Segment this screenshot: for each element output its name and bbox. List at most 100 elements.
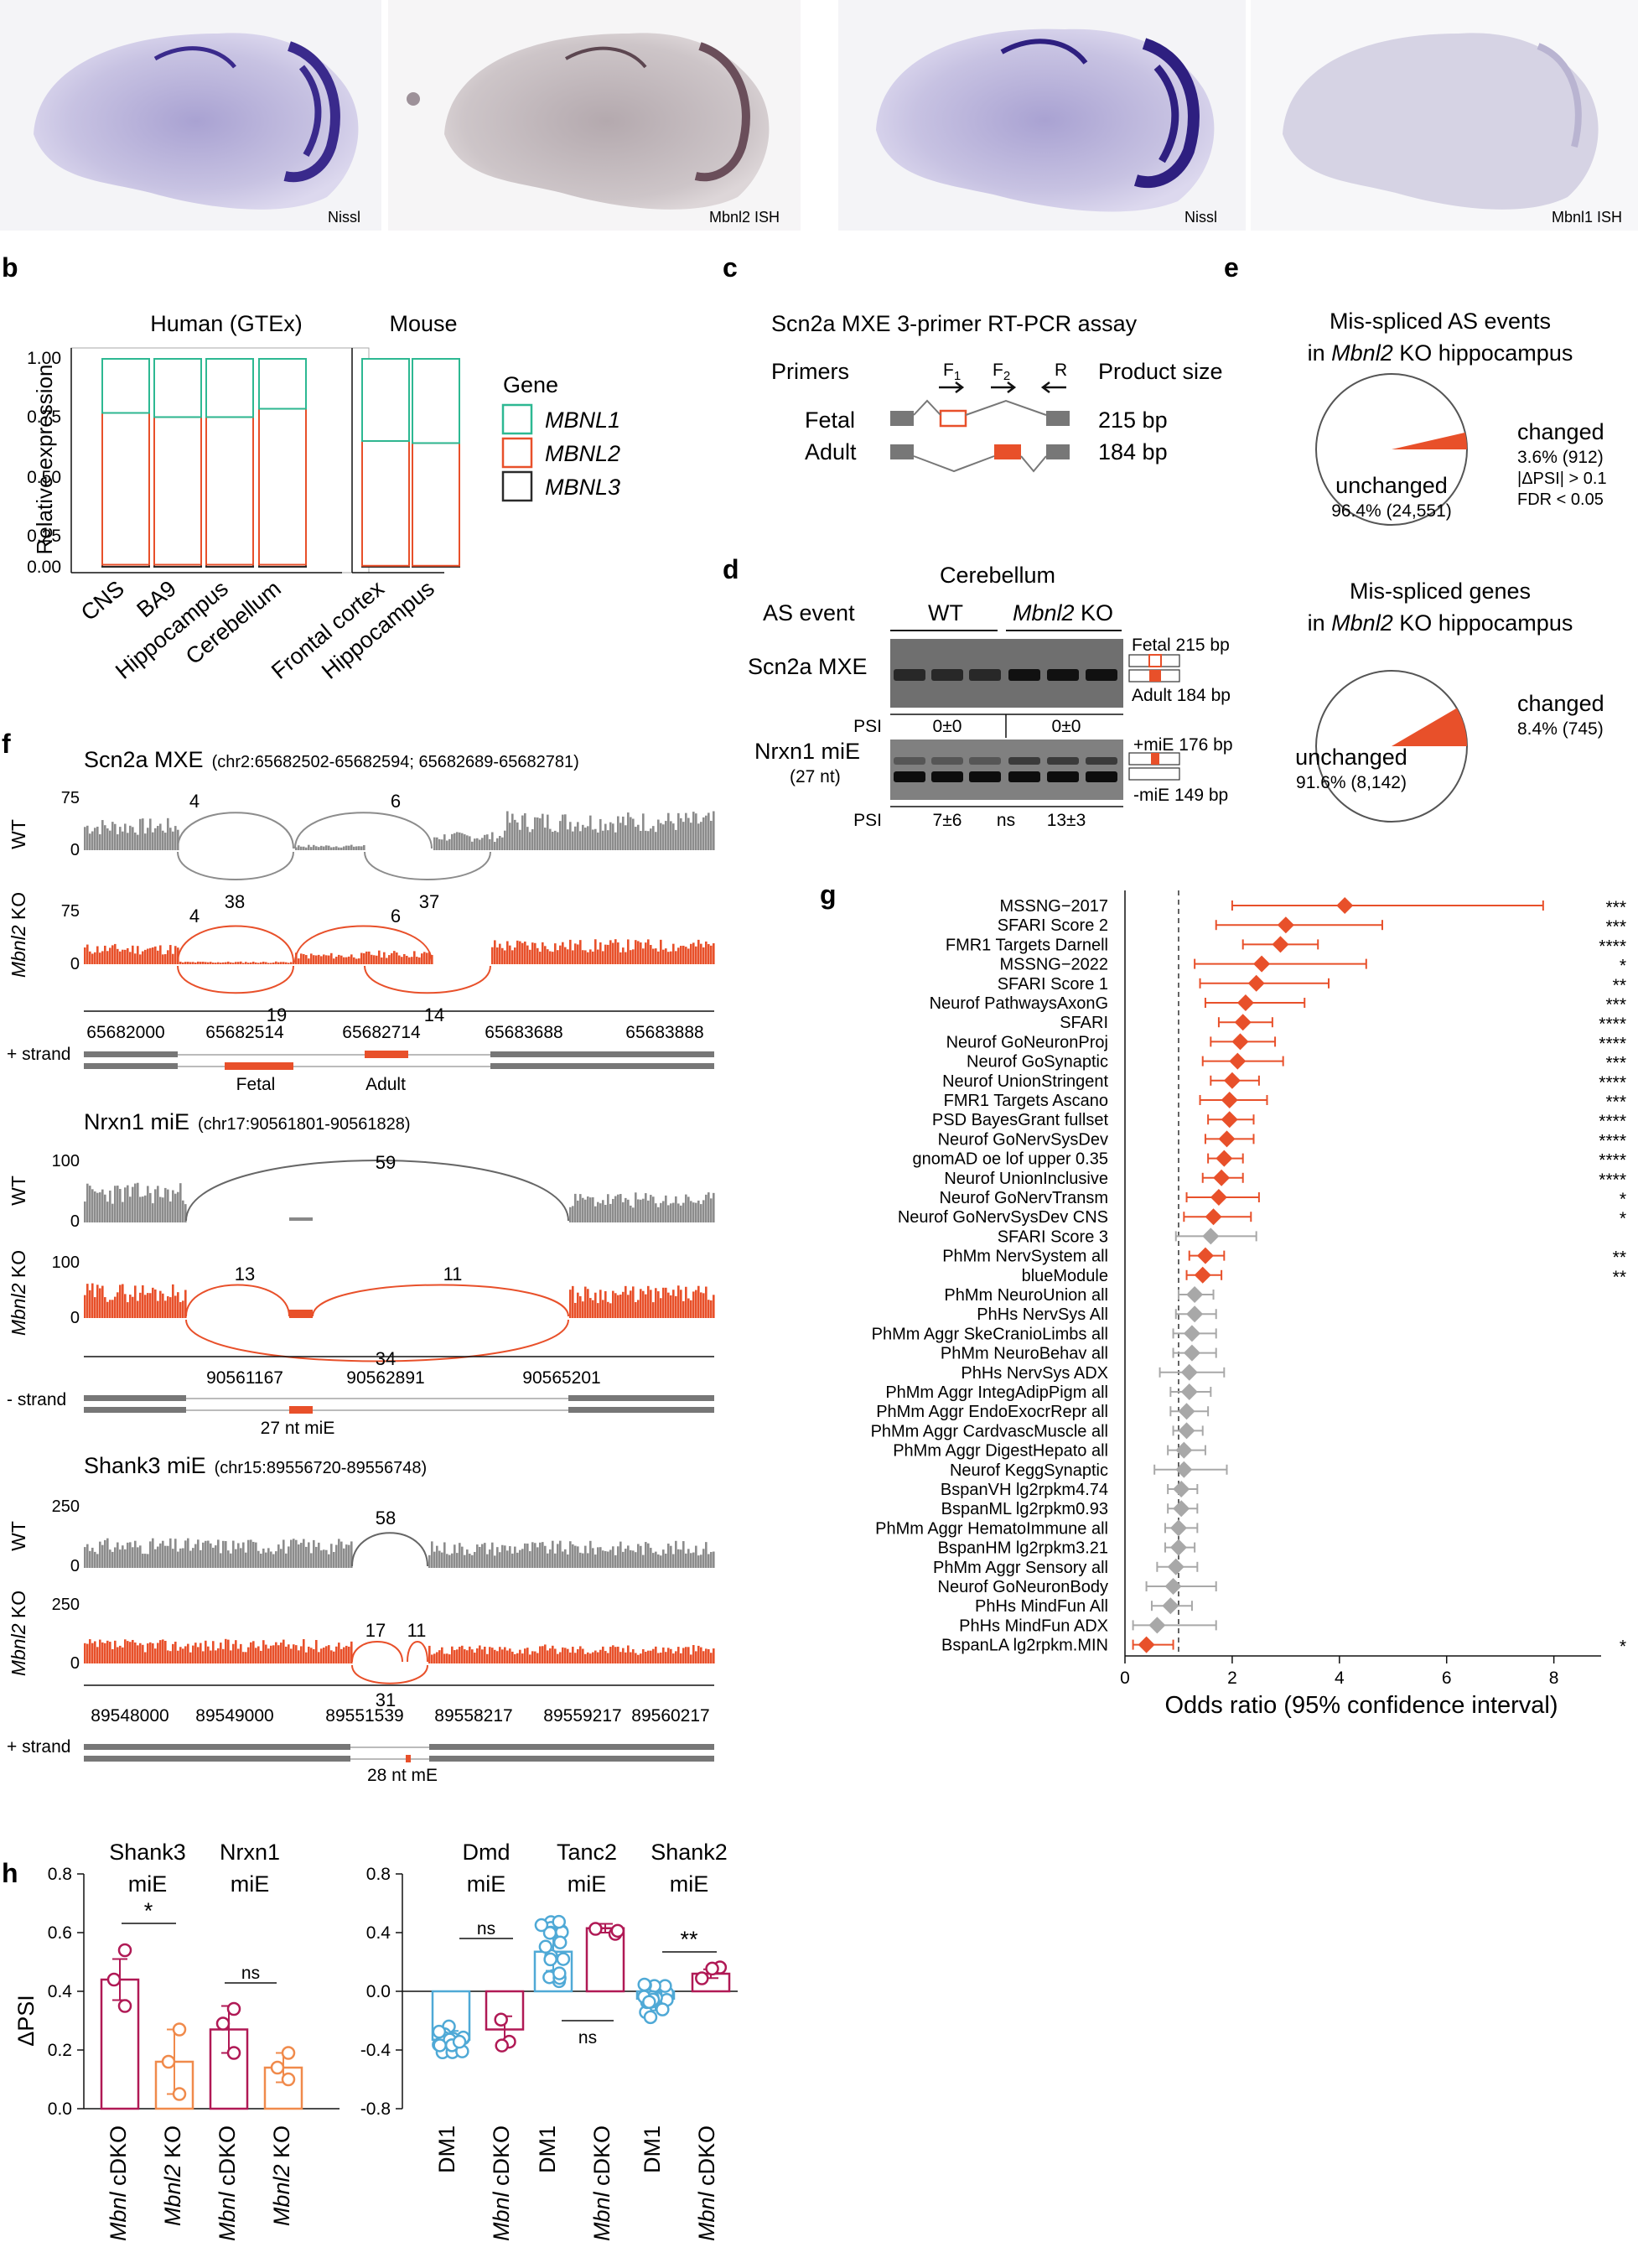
coverage-bar — [645, 1542, 647, 1568]
odds-ratio-marker — [1221, 1111, 1238, 1129]
arrow-f2-icon — [991, 381, 1017, 393]
f-t3-wt: WT — [8, 1521, 29, 1551]
coverage-bar — [614, 1554, 617, 1568]
odds-ratio-marker — [1175, 1441, 1193, 1459]
coverage-bar — [695, 1545, 697, 1568]
coverage-bar — [665, 821, 667, 850]
odds-ratio-marker — [1231, 1033, 1249, 1051]
coverage-bar — [101, 1642, 104, 1663]
coverage-bar — [594, 1292, 597, 1318]
coverage-bar — [592, 951, 594, 964]
junction-count: 14 — [424, 1004, 444, 1025]
coverage-bar — [275, 1551, 277, 1568]
coverage-bar — [630, 1205, 632, 1222]
ytick: 0 — [70, 1212, 80, 1231]
coverage-bar — [486, 1554, 489, 1568]
coverage-bar — [179, 961, 182, 964]
coverage-bar — [275, 961, 277, 964]
forest-row-label: PhMm Aggr DigestHepato all — [893, 1442, 1108, 1461]
coverage-bar — [149, 1541, 152, 1568]
coverage-bar — [235, 1549, 237, 1568]
xtick: 65682714 — [342, 1023, 421, 1042]
coverage-bar — [526, 1543, 529, 1568]
coverage-bar — [469, 1554, 471, 1568]
coverage-bar — [338, 1643, 340, 1663]
coverage-bar — [524, 1543, 526, 1568]
f-t2-wt: WT — [8, 1176, 29, 1206]
coverage-bar — [159, 1196, 162, 1222]
coverage-bar — [454, 1650, 456, 1663]
coverage-bar — [622, 1648, 625, 1663]
coverage-bar — [122, 1545, 124, 1568]
coverage-bar — [604, 1651, 607, 1663]
coverage-bar — [506, 1550, 509, 1568]
coverage-bar — [597, 1303, 599, 1318]
coverage-bar — [612, 1645, 614, 1663]
forest-row-label: MSSNG−2017 — [999, 897, 1108, 916]
coverage-bar — [230, 962, 232, 964]
coverage-bar — [645, 830, 647, 850]
coverage-bar — [705, 1286, 708, 1318]
pie1-crit-2: FDR < 0.05 — [1517, 490, 1604, 509]
panel-h: ΔPSI 0.8 0.6 0.4 0.2 0.0 Shank3 miE Nrxn… — [13, 1840, 738, 2241]
coverage-bar — [474, 1552, 476, 1568]
coverage-bar — [682, 945, 685, 964]
coverage-bar — [197, 961, 200, 964]
coverage-bar — [713, 1192, 715, 1222]
coverage-bar — [328, 1554, 330, 1568]
coverage-bar — [632, 1648, 635, 1663]
coverage-bar — [589, 1197, 592, 1222]
coverage-bar — [547, 1650, 549, 1663]
coverage-bar — [227, 1550, 230, 1568]
coverage-bar — [318, 1652, 320, 1663]
gel-band — [1047, 757, 1079, 765]
fetal-exon-model — [225, 1062, 293, 1070]
coverage-bar — [157, 1546, 159, 1568]
coverage-bar — [205, 1640, 207, 1663]
forest-row-label: PhHs NervSys All — [977, 1305, 1108, 1324]
coverage-bar — [662, 949, 665, 964]
coverage-bar — [220, 1553, 222, 1568]
title-mouse: Mouse — [389, 311, 457, 336]
coverage-bar — [358, 958, 360, 964]
coverage-bar — [642, 1554, 645, 1568]
sig-shank3: * — [144, 1898, 153, 1923]
coverage-bar — [660, 1202, 662, 1222]
coverage-bar — [290, 1648, 293, 1663]
coverage-bar — [320, 1550, 323, 1568]
coverage-bar — [695, 1290, 697, 1318]
coverage-bar — [702, 1200, 705, 1222]
coverage-bar — [574, 826, 577, 850]
coverage-bar — [365, 951, 368, 964]
coverage-bar — [702, 1651, 705, 1663]
f-t2-ko: Mbnl2 KO — [8, 1250, 29, 1336]
coverage-bar — [169, 945, 172, 964]
coverage-bar — [192, 1645, 194, 1663]
coverage-bar — [695, 946, 697, 964]
forest-row-label: Neurof GoSynaptic — [967, 1053, 1108, 1072]
xtick-label: 6 — [1442, 1669, 1452, 1688]
coverage-bar — [619, 952, 622, 964]
coverage-bar — [335, 957, 338, 964]
xtick: 89549000 — [195, 1706, 273, 1726]
coverage-bar — [293, 962, 295, 964]
coverage-bar — [501, 1649, 504, 1663]
odds-ratio-marker — [1229, 1052, 1247, 1070]
coverage-bar — [295, 1539, 298, 1568]
f-t1-ko: Mbnl2 KO — [8, 892, 29, 978]
coverage-bar — [675, 1540, 677, 1568]
band-minus-mie: -miE 149 bp — [1133, 786, 1228, 805]
coverage-bar — [496, 838, 499, 850]
coverage-bar — [187, 1643, 189, 1663]
coverage-bar — [127, 1641, 129, 1663]
coverage-bar — [637, 1199, 640, 1222]
coverage-bar — [134, 1183, 137, 1222]
coverage-bar — [272, 1554, 275, 1568]
coverage-bar — [303, 846, 305, 850]
coverage-bar — [345, 1544, 348, 1568]
coverage-bar — [313, 1539, 315, 1568]
coverage-bar — [433, 1653, 436, 1663]
forest-row-label: PhHs MindFun All — [975, 1597, 1108, 1616]
gel-band — [1086, 757, 1117, 765]
coverage-bar — [159, 823, 162, 850]
